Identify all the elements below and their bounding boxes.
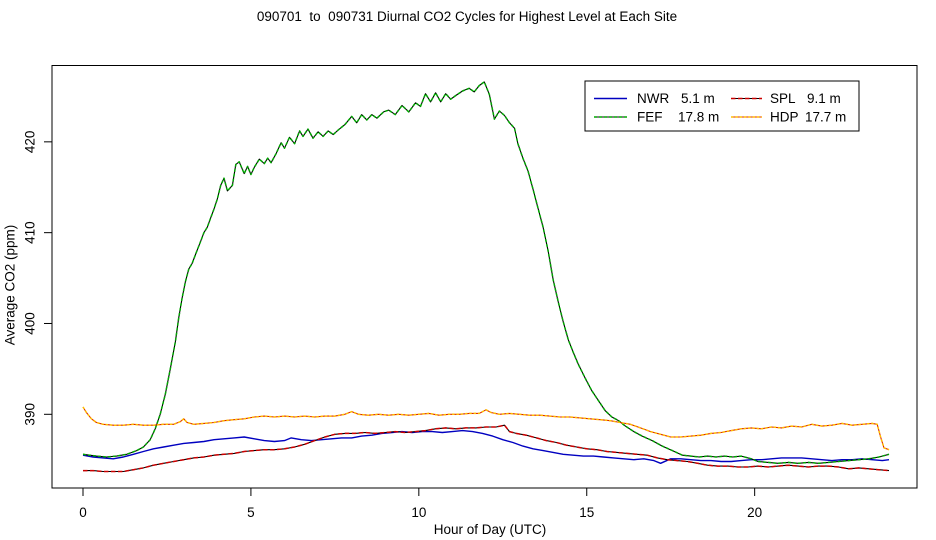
legend-item-fef: FEF 17.8 m bbox=[594, 110, 719, 125]
y-tick-label: 410 bbox=[23, 221, 38, 244]
x-tick-label: 20 bbox=[747, 505, 762, 520]
x-axis-ticks: 0 5 10 15 20 bbox=[79, 488, 762, 520]
series-line-hdp bbox=[82, 406, 890, 451]
chart-title: 090701 to 090731 Diurnal CO2 Cycles for … bbox=[257, 9, 677, 24]
series-base-hdp bbox=[82, 406, 890, 451]
y-axis-ticks: 390 400 410 420 bbox=[23, 131, 52, 426]
series-base-spl bbox=[83, 424, 890, 473]
series-base-fef bbox=[82, 81, 890, 464]
legend-item-hdp: HDP 17.7 m bbox=[731, 110, 846, 125]
legend-site-label: NWR bbox=[637, 91, 669, 106]
x-tick-label: 5 bbox=[247, 505, 255, 520]
y-tick-label: 420 bbox=[23, 131, 38, 154]
legend-box bbox=[584, 80, 860, 132]
legend-height-label: 9.1 m bbox=[807, 91, 841, 106]
y-tick-label: 400 bbox=[23, 312, 38, 335]
legend-site-label: FEF bbox=[637, 110, 663, 125]
x-tick-label: 10 bbox=[411, 505, 426, 520]
legend-height-label: 17.8 m bbox=[678, 110, 719, 125]
plot-border bbox=[51, 65, 918, 489]
legend-height-label: 17.7 m bbox=[805, 110, 846, 125]
legend: NWR 5.1 m FEF 17.8 m SPL 9.1 m HDP 17.7 … bbox=[584, 80, 860, 132]
x-axis-title: Hour of Day (UTC) bbox=[434, 522, 547, 537]
legend-item-nwr: NWR 5.1 m bbox=[594, 91, 715, 106]
y-tick-label: 390 bbox=[23, 403, 38, 426]
legend-item-spl: SPL 9.1 m bbox=[731, 91, 841, 106]
legend-height-label: 5.1 m bbox=[681, 91, 715, 106]
x-tick-label: 15 bbox=[579, 505, 594, 520]
series-line-spl bbox=[83, 424, 890, 473]
legend-site-label: SPL bbox=[770, 91, 796, 106]
y-axis-title: Average CO2 (ppm) bbox=[3, 225, 18, 346]
series-line-fef bbox=[82, 81, 890, 465]
series-line-nwr bbox=[82, 429, 890, 464]
data-series bbox=[82, 81, 890, 473]
legend-site-label: HDP bbox=[770, 110, 799, 125]
x-tick-label: 0 bbox=[79, 505, 87, 520]
